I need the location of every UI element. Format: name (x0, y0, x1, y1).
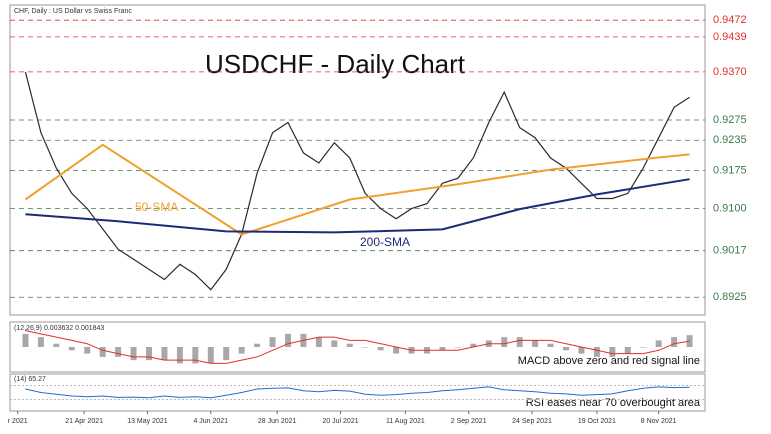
macd-bar (439, 347, 446, 351)
macd-bar (655, 340, 662, 347)
series-label: 200-SMA (360, 235, 410, 249)
x-tick-label: 19 Oct 2021 (578, 418, 616, 425)
macd-bar (362, 347, 369, 348)
macd-bar (377, 347, 384, 351)
macd-bar (223, 347, 230, 361)
macd-bar (671, 337, 678, 347)
level-label: 0.9275 (713, 114, 747, 126)
x-tick-label: 21 Apr 2021 (65, 418, 103, 425)
rsi-line (25, 386, 690, 399)
series-line (25, 178, 690, 234)
x-tick-label: 20 Jul 2021 (322, 418, 358, 425)
rsi-panel (9, 373, 706, 412)
macd-bar (454, 347, 461, 348)
level-label: 0.9017 (713, 245, 747, 257)
macd-bar (393, 347, 400, 354)
macd-bar (254, 343, 261, 347)
macd-bar (192, 347, 199, 364)
macd-bar (84, 347, 91, 354)
price-panel (9, 4, 706, 316)
x-tick-label: r 2021 (8, 418, 28, 425)
series-line (24, 143, 690, 236)
series-line (24, 71, 690, 291)
x-tick-label: 24 Sep 2021 (512, 418, 552, 425)
chart-title: USDCHF - Daily Chart (205, 49, 466, 79)
macd-bar (578, 347, 585, 354)
macd-bar (516, 337, 523, 347)
macd-bar (532, 340, 539, 347)
chart-subtitle: CHF, Daily : US Dollar vs Swiss Franc (14, 8, 132, 15)
macd-annotation: MACD above zero and red signal line (518, 355, 700, 367)
level-label: 0.9370 (713, 66, 747, 78)
x-tick-label: 4 Jun 2021 (193, 418, 228, 425)
macd-bar (68, 347, 75, 351)
macd-bar (563, 347, 569, 351)
rsi-annotation: RSI eases near 70 overbought area (526, 397, 701, 409)
macd-panel (9, 321, 706, 373)
macd-bar (130, 347, 137, 361)
level-label: 0.8925 (713, 291, 747, 303)
level-label: 0.9472 (713, 14, 747, 26)
macd-bar (640, 347, 647, 348)
macd-signal (25, 330, 690, 364)
macd-bar (37, 337, 44, 347)
macd-bar (115, 347, 122, 357)
level-label: 0.9100 (713, 203, 747, 215)
level-label: 0.9439 (713, 31, 747, 43)
macd-bar (346, 343, 353, 347)
x-tick-label: 2 Sep 2021 (451, 418, 487, 425)
macd-bar (269, 337, 276, 347)
macd-bar (331, 340, 338, 347)
macd-bar (285, 333, 291, 347)
series-label: 50-SMA (135, 200, 178, 214)
x-tick-label: 11 Aug 2021 (386, 418, 425, 425)
level-label: 0.9235 (713, 134, 747, 146)
macd-bar (53, 343, 60, 347)
macd-bar (624, 347, 631, 354)
macd-label: (12,26,9) 0.003632 0.001843 (14, 325, 104, 332)
macd-bar (238, 347, 245, 354)
level-label: 0.9175 (713, 165, 747, 177)
macd-bar (176, 347, 183, 364)
macd-bar (609, 347, 616, 357)
macd-bar (501, 337, 508, 347)
x-tick-label: 13 May 2021 (127, 418, 168, 425)
rsi-label: (14) 65.27 (14, 376, 46, 383)
macd-bar (99, 347, 106, 357)
macd-bar (470, 343, 477, 347)
macd-bar (207, 347, 214, 364)
macd-bar (146, 347, 152, 361)
macd-bar (547, 343, 554, 347)
macd-bar (593, 347, 600, 357)
x-tick-label: 8 Nov 2021 (641, 418, 677, 425)
macd-bar (161, 347, 168, 361)
macd-bar (22, 333, 29, 347)
macd-bar (315, 337, 322, 347)
x-tick-label: 28 Jun 2021 (258, 418, 297, 425)
